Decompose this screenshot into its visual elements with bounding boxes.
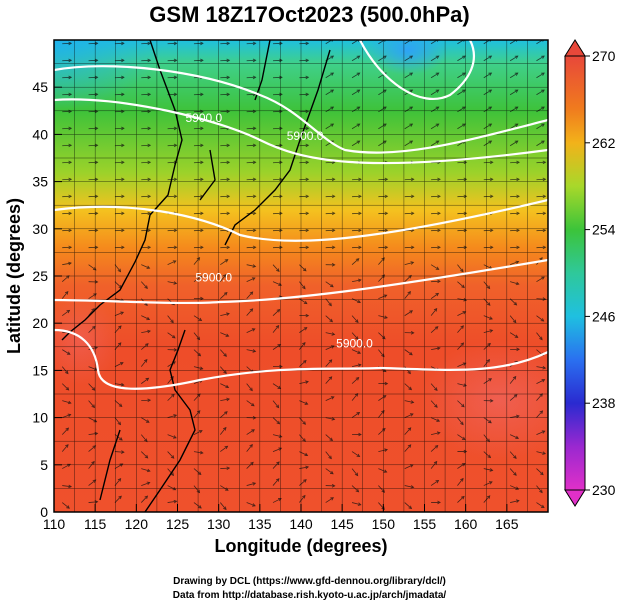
x-tick-label: 130 bbox=[207, 516, 231, 532]
contour-label: 5900.0 bbox=[195, 271, 232, 285]
x-tick-label: 125 bbox=[166, 516, 190, 532]
colorbar-tick-label: 230 bbox=[592, 482, 616, 498]
x-tick-label: 120 bbox=[125, 516, 149, 532]
contour-label: 5900.0 bbox=[287, 129, 324, 143]
colorbar-tick-label: 254 bbox=[592, 222, 616, 238]
y-tick-label: 25 bbox=[32, 268, 48, 284]
x-tick-label: 140 bbox=[289, 516, 313, 532]
credit-line-data: Data from http://database.rish.kyoto-u.a… bbox=[172, 590, 447, 601]
contour-label: 5900.0 bbox=[336, 337, 373, 351]
y-tick-label: 10 bbox=[32, 410, 48, 426]
x-tick-label: 145 bbox=[330, 516, 354, 532]
x-tick-label: 155 bbox=[413, 516, 437, 532]
coastline bbox=[61, 40, 331, 512]
colorbar: 270 262 254 246 238 230 bbox=[564, 39, 616, 507]
y-axis-title: Latitude (degrees) bbox=[4, 198, 24, 354]
contour-label: 5900.0 bbox=[185, 111, 222, 125]
y-axis-ticks: 0 5 10 15 20 25 30 35 40 45 bbox=[32, 79, 62, 520]
y-tick-label: 20 bbox=[32, 315, 48, 331]
y-tick-label: 35 bbox=[32, 174, 48, 190]
x-axis-ticks: 110 115 120 125 130 135 140 145 150 155 160 165 bbox=[43, 504, 519, 532]
x-tick-label: 110 bbox=[43, 516, 66, 532]
y-tick-label: 45 bbox=[32, 79, 48, 95]
y-tick-label: 40 bbox=[32, 126, 48, 142]
colorbar-tick-label: 262 bbox=[592, 135, 616, 151]
colorbar-tick-label: 246 bbox=[592, 308, 616, 324]
cold-core bbox=[368, 40, 448, 75]
y-tick-label: 5 bbox=[40, 457, 48, 473]
colorbar-tick-label: 270 bbox=[592, 48, 616, 64]
credit-line-dcl: Drawing by DCL (https://www.gfd-dennou.o… bbox=[173, 576, 446, 587]
colorbar-tick-label: 238 bbox=[592, 395, 616, 411]
x-tick-label: 150 bbox=[372, 516, 396, 532]
y-tick-label: 30 bbox=[32, 221, 48, 237]
x-tick-label: 115 bbox=[84, 516, 107, 532]
x-tick-label: 160 bbox=[454, 516, 478, 532]
x-tick-label: 135 bbox=[248, 516, 272, 532]
y-tick-label: 15 bbox=[32, 362, 48, 378]
x-tick-label: 165 bbox=[495, 516, 519, 532]
geopotential-contours bbox=[54, 40, 548, 390]
y-tick-label: 0 bbox=[40, 504, 48, 520]
map-title: GSM 18Z17Oct2023 (500.0hPa) bbox=[149, 2, 470, 27]
x-axis-title: Longitude (degrees) bbox=[214, 536, 387, 556]
